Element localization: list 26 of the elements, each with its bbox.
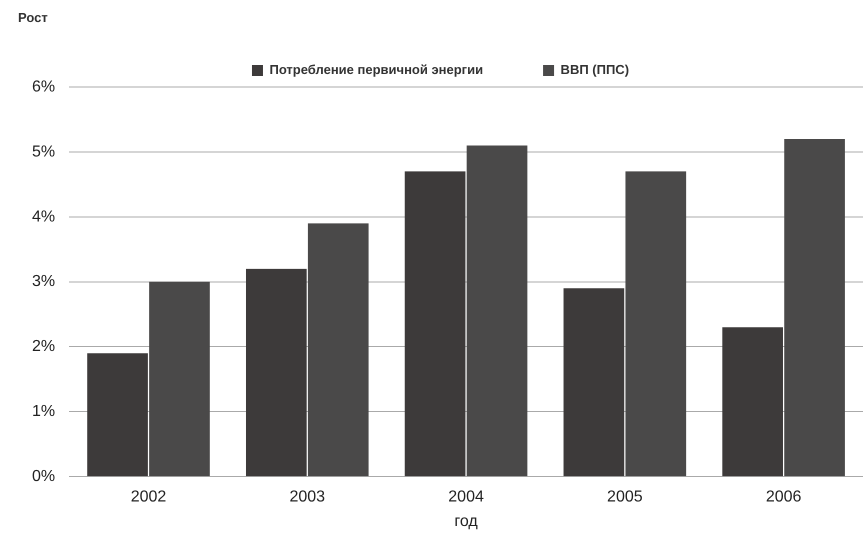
- x-tick-label: 2005: [607, 488, 643, 506]
- y-tick-label: 2%: [32, 338, 56, 356]
- bar: [784, 138, 845, 476]
- y-tick-label: 4%: [32, 208, 56, 226]
- x-axis-title: год: [454, 512, 478, 530]
- bar: [246, 268, 307, 476]
- bar: [722, 327, 783, 476]
- x-tick-label: 2006: [766, 488, 802, 506]
- y-tick-label: 5%: [32, 143, 56, 160]
- y-axis-title: Рост: [18, 10, 48, 26]
- bar: [87, 353, 148, 476]
- y-tick-label: 6%: [32, 78, 56, 96]
- bar: [149, 282, 210, 476]
- bar: [308, 223, 369, 476]
- bar: [625, 171, 686, 476]
- legend-label: Потребление первичной энергии: [269, 62, 484, 78]
- x-tick-label: 2003: [289, 488, 326, 506]
- y-tick-label: 3%: [32, 273, 56, 290]
- x-tick-label: 2004: [448, 488, 484, 506]
- bar: [466, 145, 528, 476]
- legend-label: ВВП (ППС): [560, 62, 630, 78]
- bar: [564, 288, 624, 476]
- y-tick-label: 0%: [32, 468, 56, 486]
- x-tick-label: 2002: [130, 488, 166, 506]
- bar: [404, 171, 466, 476]
- y-tick-label: 1%: [32, 403, 56, 420]
